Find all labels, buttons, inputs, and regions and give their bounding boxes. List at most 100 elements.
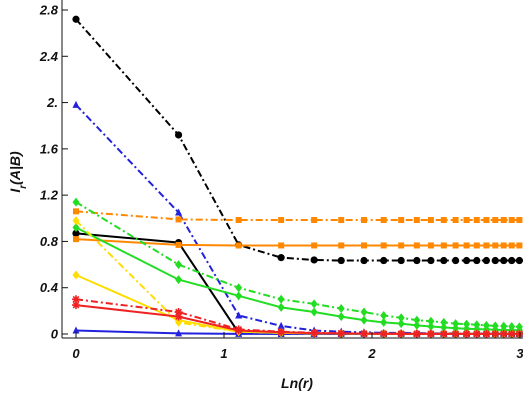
data-point [516,242,523,249]
data-point [175,329,183,337]
series-0 [72,15,523,265]
data-point [174,131,183,139]
x-tick-label: 1 [220,346,227,361]
y-tick-label: 0.8 [40,234,59,249]
data-point [492,242,499,249]
data-point [507,329,516,338]
data-point [397,256,405,265]
data-point [491,256,499,265]
data-point [311,242,318,249]
data-point [463,242,470,249]
data-point [482,256,491,265]
data-point [175,208,183,216]
data-point [235,291,243,301]
data-point [500,217,507,224]
data-point [360,315,368,325]
data-point [379,329,388,338]
data-point [337,312,345,322]
y-axis-title: Ir(A|B) [7,151,29,193]
data-point [175,275,183,285]
data-point [174,312,183,321]
data-point [440,322,448,332]
data-point [72,197,80,207]
data-point [337,256,345,265]
data-point [508,242,515,249]
data-point [310,307,318,317]
data-point [413,217,420,224]
data-point [278,242,285,249]
data-point [482,329,491,338]
data-point [440,317,448,327]
data-point [174,308,183,317]
data-point [439,329,448,338]
data-point [492,217,499,224]
data-point [452,242,459,249]
data-point [427,217,434,224]
data-point [360,256,368,265]
data-point [72,100,80,108]
data-point [462,329,471,338]
series-line [75,219,520,335]
x-tick-label: 0 [72,346,80,361]
data-point [234,326,243,335]
series-11 [72,301,523,338]
data-point [452,217,459,224]
x-tick-label: 3 [516,346,523,361]
y-tick-label: 2.8 [39,3,59,18]
data-point [463,217,470,224]
data-point [440,217,447,224]
data-point [337,329,346,338]
data-point [515,329,523,338]
data-point [499,329,508,338]
data-point [337,304,345,314]
data-point [310,256,318,264]
data-point [440,242,447,249]
data-point [427,256,435,265]
series-line [75,274,520,335]
data-point [413,242,420,249]
data-point [463,319,471,329]
data-point [380,242,387,249]
data-point [73,236,79,243]
data-point [72,326,80,334]
data-point [277,321,285,329]
data-point [500,242,507,249]
data-point [235,217,242,224]
data-point [491,329,500,338]
data-point [427,316,435,326]
data-point [360,329,369,338]
data-point [338,242,345,249]
data-point [398,242,405,249]
data-point [451,329,460,338]
data-point [452,323,460,333]
ticks-layer: 0 0.4 0.8 1.2 1.6 2. 2.4 2.8 0 1 2 3 [39,3,523,362]
data-point [508,256,516,265]
data-point [175,260,183,270]
x-axis-title: Ln(r) [281,375,313,391]
data-point [427,242,434,249]
data-point [277,302,285,312]
y-tick-label: 1.2 [40,188,59,203]
y-tick-label: 1.6 [40,141,59,156]
data-point [483,242,490,249]
data-point [413,256,421,265]
data-point [310,329,319,338]
data-point [72,295,80,304]
data-point [427,321,435,331]
data-point [397,329,406,338]
data-point [235,311,243,319]
data-point [473,242,480,249]
data-point [412,329,421,338]
data-point [310,299,318,309]
data-point [72,301,80,310]
data-point [500,256,508,265]
data-point [278,217,285,224]
data-point [338,217,345,224]
data-point [277,328,286,337]
data-point [72,216,80,226]
y-tick-label: 2. [46,95,58,110]
data-point [72,223,80,233]
data-point [360,307,368,317]
data-point [235,242,242,249]
